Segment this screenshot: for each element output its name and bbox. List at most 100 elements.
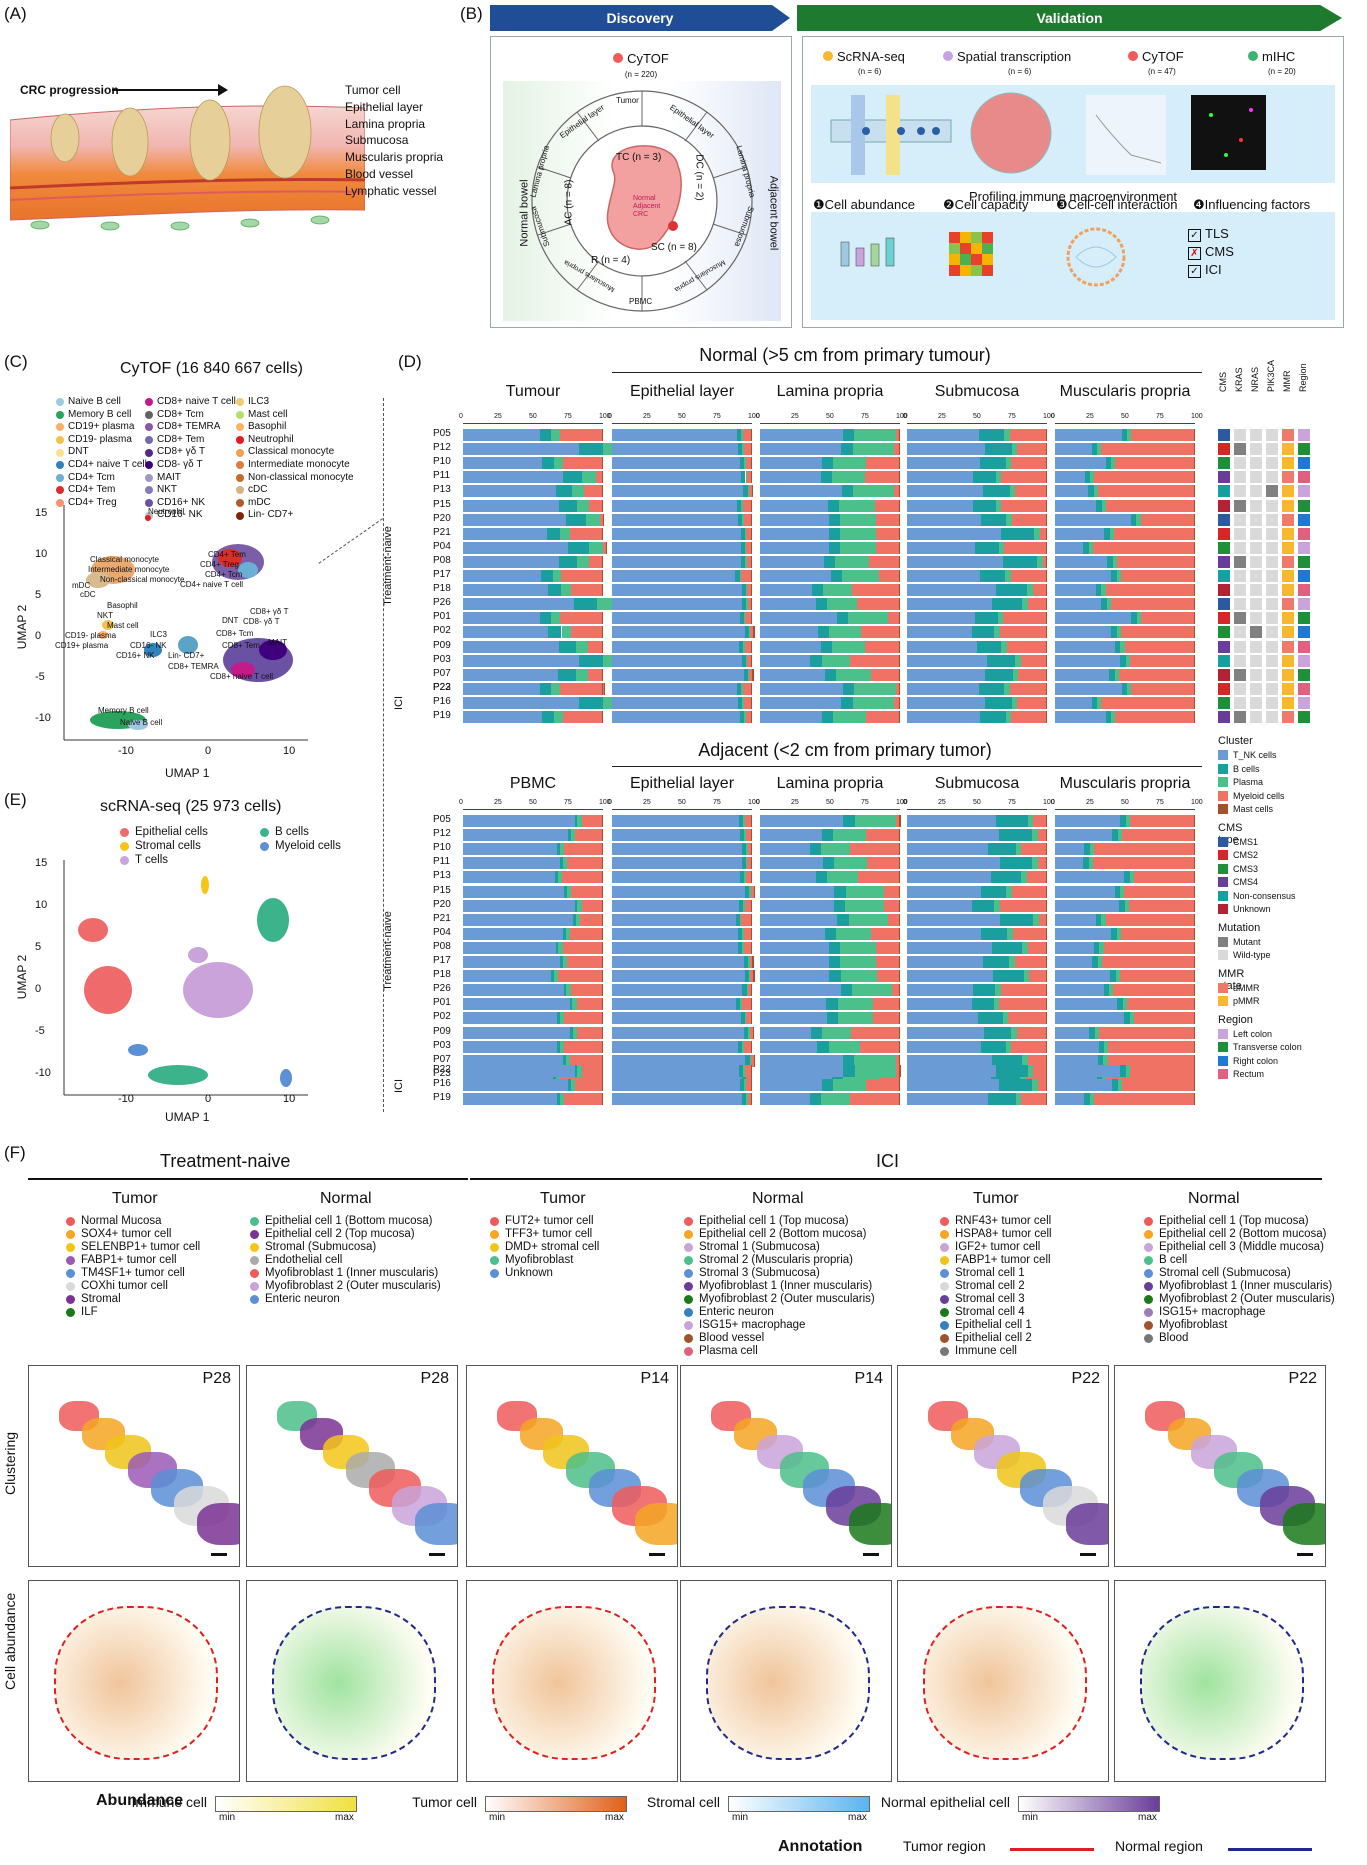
tile-patient-label: P28 xyxy=(202,1370,231,1387)
factor-ici-label: ICI xyxy=(1205,262,1222,277)
axis-tick: 100 xyxy=(599,799,611,806)
method-cytof-n: (n = 47) xyxy=(1148,67,1176,76)
bar-segment xyxy=(999,626,1046,639)
legend-swatch xyxy=(1218,996,1228,1006)
bar-segment xyxy=(1125,654,1130,667)
bar-segment xyxy=(1055,941,1094,954)
bar-segment xyxy=(601,941,603,954)
cytof-legend-item: CD8+ TEMRA xyxy=(145,421,236,434)
legend-swatch xyxy=(66,1217,75,1226)
bar-segment xyxy=(1045,654,1047,667)
bar-segment xyxy=(1055,527,1104,540)
bar-segment xyxy=(555,485,573,498)
bar-segment xyxy=(1055,555,1108,568)
legend-swatch xyxy=(1144,1282,1153,1291)
panel-a-label-list: Tumor cell Epithelial layer Lamina propr… xyxy=(345,82,443,200)
bar-segment xyxy=(760,485,842,498)
bar-segment xyxy=(612,429,738,441)
bar-segment xyxy=(1055,913,1096,926)
legend-swatch xyxy=(684,1269,693,1278)
adjacent-bowel-label: Adjacent bowel xyxy=(767,175,780,251)
bar-segment xyxy=(1023,970,1030,983)
bar-segment xyxy=(557,1012,561,1025)
bar-segment xyxy=(1098,1040,1105,1053)
bar-segment xyxy=(1124,885,1194,898)
bar-segment xyxy=(760,640,821,653)
bar-segment xyxy=(1045,668,1047,681)
cytof-cluster-label: CD8+ Tem xyxy=(222,641,260,650)
tile-patient-label: P22 xyxy=(1071,1370,1100,1387)
bar-segment xyxy=(1193,541,1195,554)
discovery-box: CyTOF (n = 220) Tumor Epithelial layer E… xyxy=(490,36,792,328)
bar-segment xyxy=(741,471,746,484)
bar-segment xyxy=(760,956,830,968)
bar-segment xyxy=(840,513,877,526)
bar-segment xyxy=(601,584,603,597)
wheel-diagram xyxy=(531,90,753,312)
bar-segment xyxy=(551,612,560,625)
bar-segment xyxy=(907,984,973,997)
bar-segment xyxy=(463,668,559,681)
bar-segment xyxy=(811,584,824,597)
bar-segment xyxy=(1193,626,1195,639)
annotation-cell xyxy=(1266,570,1278,582)
bar-segment xyxy=(980,457,1006,470)
legend-swatch xyxy=(236,511,244,520)
cytof-cluster-label: Basophil xyxy=(107,601,138,610)
bar-segment xyxy=(898,941,900,954)
bar-segment xyxy=(750,654,752,667)
annotation-header: KRAS xyxy=(1234,367,1244,392)
bar-segment xyxy=(743,899,745,912)
bar-segment xyxy=(612,541,741,554)
axis-line xyxy=(612,809,752,810)
bar-segment xyxy=(876,513,899,526)
legend-swatch xyxy=(684,1256,693,1265)
bar-segment xyxy=(760,471,821,484)
f-legend-item: Enteric neuron xyxy=(250,1293,441,1306)
column-header: Epithelial layer xyxy=(629,775,735,792)
bar-segment xyxy=(1045,927,1047,940)
bar-segment xyxy=(1055,485,1089,498)
bar-segment xyxy=(843,429,855,441)
bar-segment xyxy=(739,899,744,912)
bar-segment xyxy=(1122,829,1194,842)
legend-title: Region xyxy=(1218,1013,1253,1026)
panel-label-e: (E) xyxy=(4,790,27,809)
bar-segment xyxy=(738,941,743,954)
bar-segment xyxy=(1045,913,1047,926)
legend-swatch xyxy=(1218,836,1228,847)
annotation-cell xyxy=(1234,584,1246,597)
bar-segment xyxy=(896,1054,899,1067)
legend-label: CD8+ naive T cell xyxy=(157,396,236,407)
bar-segment xyxy=(744,626,749,639)
bar-segment xyxy=(601,984,603,997)
bar-segment xyxy=(1000,913,1034,926)
tile-patient-label: P14 xyxy=(854,1370,883,1387)
annotation-cell xyxy=(1234,626,1246,639)
bar-segment xyxy=(840,956,877,968)
legend-label: Myofibroblast 2 (Outer muscularis) xyxy=(1159,1293,1335,1305)
patient-label: P21 xyxy=(433,526,451,538)
bar-segment xyxy=(747,668,750,681)
bar-segment xyxy=(898,626,900,639)
legend-label: Unknown xyxy=(505,1267,553,1279)
bar-segment xyxy=(1117,998,1123,1011)
patient-label: P26 xyxy=(433,597,451,609)
bar-segment xyxy=(1097,1054,1104,1067)
bar-segment xyxy=(907,541,976,554)
annotation-cell xyxy=(1218,513,1230,526)
axis-tick: 75 xyxy=(1156,413,1164,420)
bar-segment xyxy=(752,668,754,681)
clustering-tile: P28 xyxy=(28,1365,240,1567)
bar-segment xyxy=(850,1026,899,1039)
patient-label: P02 xyxy=(433,1011,451,1023)
bar-segment xyxy=(971,998,994,1011)
bar-segment xyxy=(854,1065,897,1077)
legend-label: Endothelial cell xyxy=(265,1254,343,1266)
legend-swatch xyxy=(1144,1334,1153,1343)
gradient-label: Stromal cell xyxy=(646,1794,720,1810)
scrna-dot-icon xyxy=(823,51,833,61)
legend-swatch xyxy=(684,1243,693,1252)
bar-segment xyxy=(1125,1065,1131,1077)
bar-segment xyxy=(832,457,867,470)
